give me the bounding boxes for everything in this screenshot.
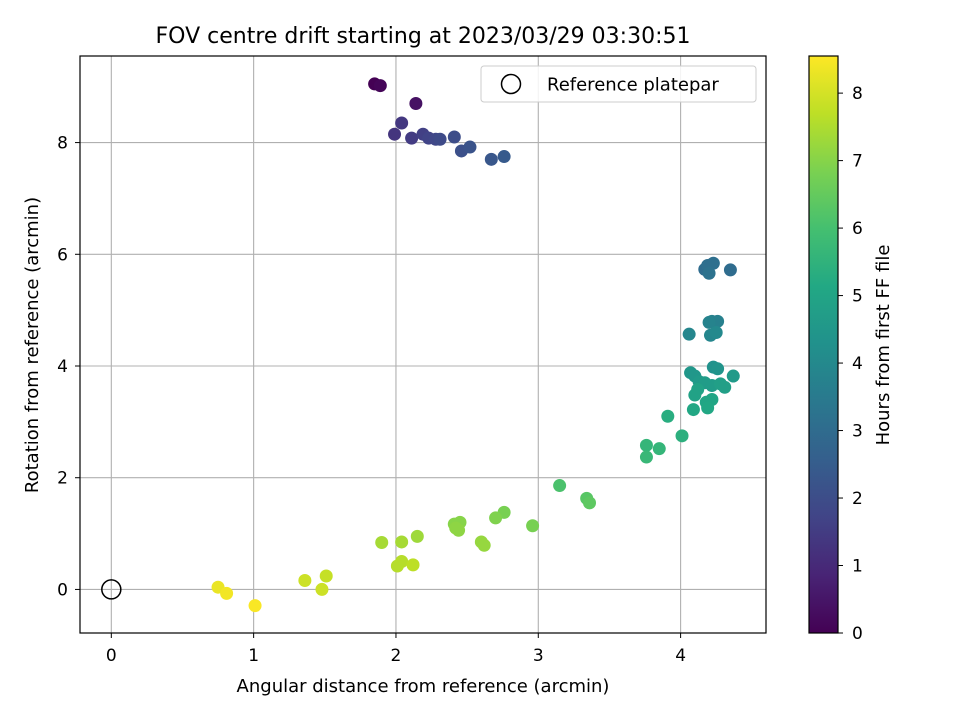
data-point xyxy=(701,401,715,415)
data-point xyxy=(639,438,653,452)
y-tick-label: 4 xyxy=(57,357,68,377)
x-tick-label: 2 xyxy=(391,646,402,666)
data-point xyxy=(661,409,675,423)
y-tick-label: 6 xyxy=(57,245,68,265)
data-point xyxy=(718,380,732,394)
grid xyxy=(80,56,766,633)
reference-marker xyxy=(101,579,122,600)
data-point xyxy=(688,388,702,402)
colorbar: 0 1 2 3 4 5 6 7 8 Hours from first FF file xyxy=(808,55,894,644)
colorbar-tick-label: 0 xyxy=(852,624,863,644)
data-point xyxy=(484,152,498,166)
data-point xyxy=(639,450,653,464)
plot-area: 0 1 2 3 4 0 2 4 6 8 xyxy=(57,55,767,666)
x-tick-label: 0 xyxy=(106,646,117,666)
colorbar-label: Hours from first FF file xyxy=(873,245,894,446)
data-point xyxy=(726,369,740,383)
data-point xyxy=(390,559,404,573)
data-point xyxy=(497,150,511,164)
data-points xyxy=(211,77,740,613)
data-point xyxy=(686,403,700,417)
data-point xyxy=(702,315,716,329)
data-point xyxy=(702,266,716,280)
data-point xyxy=(405,131,419,145)
colorbar-gradient xyxy=(808,55,839,634)
chart-title: FOV centre drift starting at 2023/03/29 … xyxy=(156,24,691,49)
data-point xyxy=(706,256,720,270)
data-point xyxy=(298,573,312,587)
data-point xyxy=(652,442,666,456)
plot-frame xyxy=(79,55,767,634)
data-point xyxy=(489,511,503,525)
data-point xyxy=(388,127,402,141)
y-axis-ticks: 0 2 4 6 8 xyxy=(57,134,80,600)
colorbar-tick-label: 5 xyxy=(852,287,863,307)
data-point xyxy=(452,523,466,537)
colorbar-tick-label: 6 xyxy=(852,219,863,239)
data-point xyxy=(409,96,423,110)
data-point xyxy=(410,529,424,543)
data-point xyxy=(526,519,540,533)
data-point xyxy=(395,535,409,549)
legend: Reference platepar xyxy=(480,65,757,103)
x-tick-label: 4 xyxy=(675,646,686,666)
data-point xyxy=(553,479,567,493)
y-tick-label: 0 xyxy=(57,580,68,600)
x-axis-label: Angular distance from reference (arcmin) xyxy=(237,676,610,697)
colorbar-tick-label: 7 xyxy=(852,152,863,172)
colorbar-tick-label: 3 xyxy=(852,422,863,442)
data-point xyxy=(477,538,491,552)
data-point xyxy=(319,569,333,583)
colorbar-tick-label: 1 xyxy=(852,557,863,577)
data-point xyxy=(709,325,723,339)
data-point xyxy=(711,362,725,376)
y-axis-label: Rotation from reference (arcmin) xyxy=(22,197,43,493)
data-point xyxy=(248,599,262,613)
data-point xyxy=(315,582,329,596)
y-tick-label: 8 xyxy=(57,134,68,154)
colorbar-ticks: 0 1 2 3 4 5 6 7 8 xyxy=(838,84,863,644)
data-point xyxy=(682,327,696,341)
data-point xyxy=(373,79,387,93)
data-point xyxy=(220,586,234,600)
data-point xyxy=(395,116,409,130)
data-point xyxy=(723,263,737,277)
data-point xyxy=(583,496,597,510)
data-point xyxy=(447,130,461,144)
data-point xyxy=(675,429,689,443)
colorbar-tick-label: 4 xyxy=(852,354,863,374)
x-tick-label: 3 xyxy=(533,646,544,666)
colorbar-tick-label: 8 xyxy=(852,84,863,104)
legend-marker-reference xyxy=(500,73,522,95)
colorbar-tick-label: 2 xyxy=(852,489,863,509)
x-axis-ticks: 0 1 2 3 4 xyxy=(106,633,686,666)
data-point xyxy=(406,558,420,572)
data-point xyxy=(375,536,389,550)
reference-marker-group xyxy=(101,579,122,600)
data-point xyxy=(433,132,447,146)
x-tick-label: 1 xyxy=(248,646,259,666)
data-point xyxy=(463,140,477,154)
legend-label-reference: Reference platepar xyxy=(547,75,719,96)
y-tick-label: 2 xyxy=(57,469,68,489)
legend-box xyxy=(480,65,757,103)
